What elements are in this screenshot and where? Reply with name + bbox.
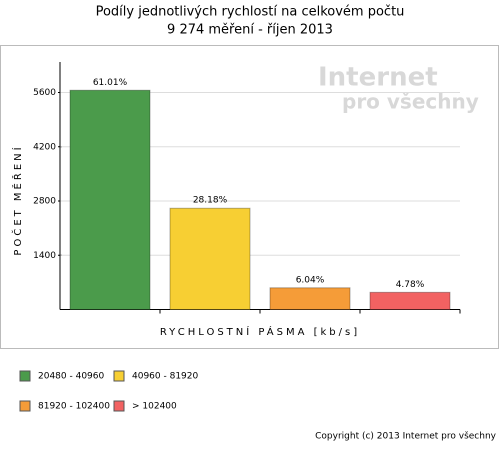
chart-subtitle: 9 274 měření - říjen 2013 — [167, 23, 333, 38]
bar — [369, 291, 451, 310]
watermark: pro všechny — [342, 90, 479, 114]
y-tick-label: 2800 — [33, 197, 56, 207]
value-label: 28.18% — [193, 196, 228, 206]
value-label: 4.78% — [396, 280, 425, 290]
y-axis-title: POČET MĚŘENÍ — [11, 144, 24, 255]
y-tick-label: 4200 — [33, 142, 56, 152]
legend-label: 40960 - 81920 — [132, 372, 199, 382]
watermark: Internet — [318, 63, 438, 93]
bar — [269, 287, 351, 310]
bar — [69, 89, 151, 310]
value-label: 61.01% — [93, 78, 128, 88]
legend-swatch — [113, 370, 125, 382]
legend-swatch — [19, 400, 31, 412]
copyright: Copyright (c) 2013 Internet pro všechny — [315, 431, 497, 442]
legend-label: 81920 - 102400 — [38, 402, 110, 412]
legend-swatch — [113, 400, 125, 412]
y-tick-label: 1400 — [33, 251, 56, 261]
legend-label: > 102400 — [132, 402, 177, 412]
y-tick-label: 5600 — [33, 88, 56, 98]
chart-title: Podíly jednotlivých rychlostí na celkové… — [96, 5, 405, 20]
bar — [169, 207, 251, 310]
value-label: 6.04% — [296, 275, 325, 285]
legend-swatch — [19, 370, 31, 382]
x-axis-title: RYCHLOSTNÍ PÁSMA [kb/s] — [160, 325, 360, 338]
legend-label: 20480 - 40960 — [38, 372, 105, 382]
